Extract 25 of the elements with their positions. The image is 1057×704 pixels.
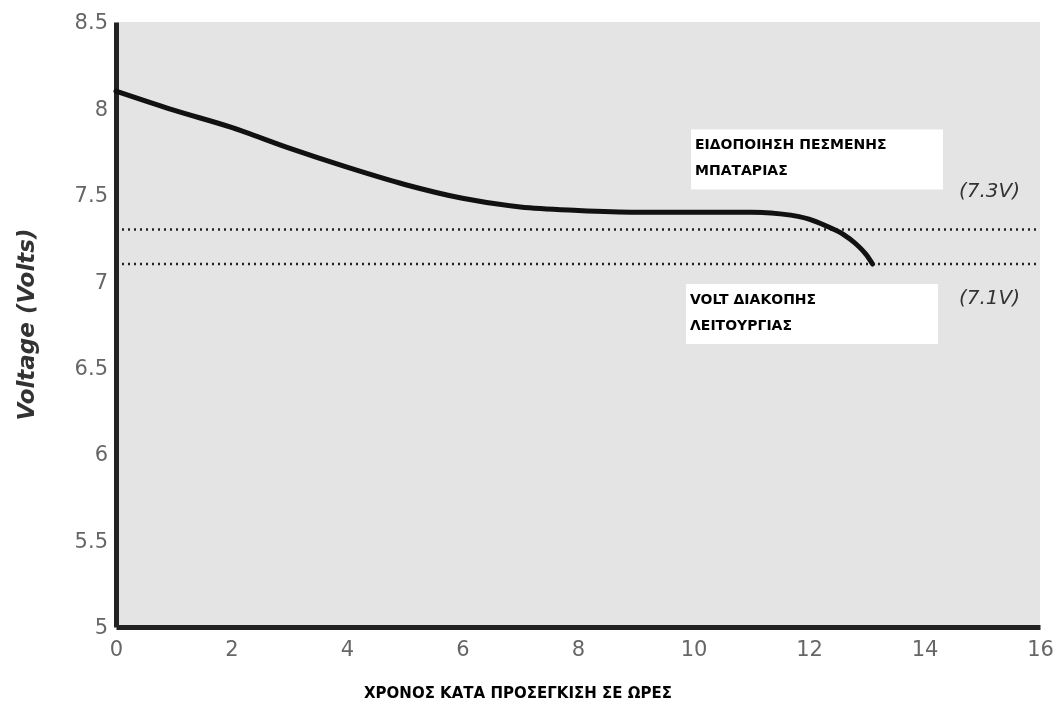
annotation: VOLT ΔΙΑΚΟΠΗΣ ΛΕΙΤΟΥΡΓΙΑΣ bbox=[690, 291, 817, 333]
annotation: ΕΙΔΟΠΟΙΗΣΗ ΠΕΣΜΕΝΗΣ ΜΠΑΤΑΡΙΑΣ bbox=[695, 136, 887, 179]
ref-line-label: (7.3V) bbox=[958, 178, 1020, 203]
x-tick-label: 4 bbox=[340, 636, 355, 661]
x-tick-label: 12 bbox=[796, 636, 823, 661]
x-tick-label: 14 bbox=[911, 636, 939, 661]
y-tick-label: 5 bbox=[94, 615, 108, 640]
y-axis-title: Voltage (Volts) bbox=[13, 228, 39, 421]
x-tick-label: 2 bbox=[225, 636, 239, 661]
y-tick-label: 6 bbox=[94, 442, 108, 467]
note-box: VOLT ΔΙΑΚΟΠΗΣ ΛΕΙΤΟΥΡΓΙΑΣ bbox=[686, 284, 938, 344]
y-tick-label: 7.5 bbox=[74, 183, 108, 208]
y-tick-label: 8 bbox=[94, 96, 108, 121]
note-box: ΕΙΔΟΠΟΙΗΣΗ ΠΕΣΜΕΝΗΣ ΜΠΑΤΑΡΙΑΣ bbox=[691, 129, 943, 190]
y-tick-label: 6.5 bbox=[74, 355, 108, 380]
x-tick-label: 0 bbox=[109, 636, 124, 661]
x-tick-label: 10 bbox=[680, 636, 708, 661]
x-tick-label: 8 bbox=[571, 636, 586, 661]
x-axis-title: ΧΡΟΝΟΣ ΚΑΤΑ ΠΡΟΣΕΓΚΙΣΗ ΣΕ ΩΡΕΣ bbox=[364, 684, 672, 702]
y-tick-label: 8.5 bbox=[74, 10, 108, 35]
y-tick-label: 5.5 bbox=[74, 528, 108, 553]
x-tick-label: 16 bbox=[1027, 636, 1054, 661]
ref-line-label: (7.1V) bbox=[958, 285, 1020, 309]
x-tick-label: 6 bbox=[456, 636, 470, 661]
y-tick-label: 7 bbox=[94, 269, 108, 294]
